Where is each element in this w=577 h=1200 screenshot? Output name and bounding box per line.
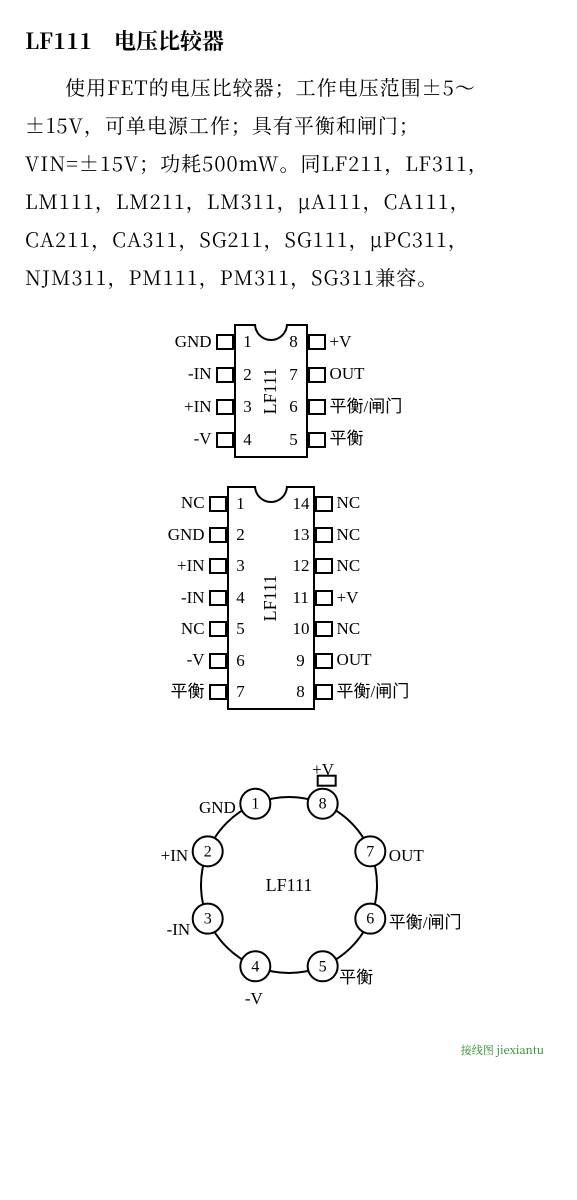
pin-pad bbox=[315, 621, 333, 637]
pin-pad bbox=[209, 621, 227, 637]
pin-label: -IN bbox=[181, 582, 205, 614]
svg-text:3: 3 bbox=[203, 910, 211, 927]
pin-pad bbox=[209, 590, 227, 606]
pin-pad bbox=[216, 399, 234, 415]
dip14-package: NCGND+IN-INNC-V平衡LF111123456714131211109… bbox=[25, 486, 552, 710]
pin-pad bbox=[308, 367, 326, 383]
pin-label: -V bbox=[187, 644, 205, 676]
pin-pad bbox=[308, 432, 326, 448]
pin-label: NC bbox=[337, 487, 361, 519]
pin-label: +IN bbox=[184, 391, 212, 423]
pin-pad bbox=[315, 653, 333, 669]
pin-label: OUT bbox=[330, 358, 365, 390]
pin-pad bbox=[209, 684, 227, 700]
pin-label: NC bbox=[181, 613, 205, 645]
pin-pad bbox=[315, 558, 333, 574]
pin-label: OUT bbox=[337, 644, 372, 676]
pin-pad bbox=[209, 653, 227, 669]
pin-pad bbox=[216, 367, 234, 383]
pin-pad bbox=[209, 496, 227, 512]
chip-label: LF111 bbox=[253, 574, 287, 621]
pin-pad bbox=[308, 334, 326, 350]
svg-text:8: 8 bbox=[318, 795, 326, 812]
pin-label: GND bbox=[199, 792, 236, 824]
pin-label: +IN bbox=[177, 550, 205, 582]
svg-text:7: 7 bbox=[366, 843, 374, 860]
svg-text:6: 6 bbox=[366, 910, 374, 927]
pin-pad bbox=[216, 334, 234, 350]
svg-text:1: 1 bbox=[251, 795, 259, 812]
chip-notch bbox=[254, 324, 288, 341]
pin-label: GND bbox=[175, 326, 212, 358]
pin-label: +V bbox=[330, 326, 352, 358]
pin-label: +V bbox=[312, 754, 334, 786]
pin-label: -IN bbox=[188, 358, 212, 390]
pin-pad bbox=[315, 527, 333, 543]
pin-label: NC bbox=[337, 613, 361, 645]
page-title: LF111 电压比较器 bbox=[25, 20, 552, 62]
pin-label: +V bbox=[337, 582, 359, 614]
pin-pad bbox=[315, 590, 333, 606]
pin-pad bbox=[216, 432, 234, 448]
svg-text:4: 4 bbox=[251, 958, 259, 975]
pin-label: 平衡/闸门 bbox=[337, 676, 410, 708]
pin-pad bbox=[209, 558, 227, 574]
pin-label: NC bbox=[181, 487, 205, 519]
pin-label: +IN bbox=[161, 840, 189, 872]
pin-label: NC bbox=[337, 550, 361, 582]
svg-text:5: 5 bbox=[318, 958, 326, 975]
pin-label: 平衡/闸门 bbox=[330, 391, 403, 423]
pin-label: -IN bbox=[167, 914, 191, 946]
svg-text:LF111: LF111 bbox=[265, 875, 312, 895]
pin-label: 平衡 bbox=[171, 676, 205, 708]
pin-label: 平衡/闸门 bbox=[389, 907, 462, 939]
description-paragraph: 使用FET的电压比较器；工作电压范围±5～±15V，可单电源工作；具有平衡和闸门… bbox=[25, 68, 552, 296]
pin-pad bbox=[308, 399, 326, 415]
dip8-package: GND-IN+IN-VLF11112348765+VOUT平衡/闸门平衡 bbox=[25, 324, 552, 458]
to99-package: LF11181234567+VGND+IN-IN-V平衡平衡/闸门OUT bbox=[159, 750, 419, 1010]
pin-label: NC bbox=[337, 519, 361, 551]
svg-text:2: 2 bbox=[203, 843, 211, 860]
pin-label: 平衡 bbox=[339, 962, 373, 994]
pin-label: 平衡 bbox=[330, 423, 364, 455]
pin-pad bbox=[315, 684, 333, 700]
footer-watermark: 接线图 jiexiantu bbox=[25, 1040, 552, 1061]
pin-label: -V bbox=[194, 423, 212, 455]
pin-pad bbox=[209, 527, 227, 543]
pin-label: GND bbox=[168, 519, 205, 551]
pin-pad bbox=[315, 496, 333, 512]
pin-label: -V bbox=[245, 983, 263, 1015]
chip-label: LF111 bbox=[253, 367, 287, 414]
pin-label: OUT bbox=[389, 840, 424, 872]
chip-notch bbox=[254, 486, 288, 503]
